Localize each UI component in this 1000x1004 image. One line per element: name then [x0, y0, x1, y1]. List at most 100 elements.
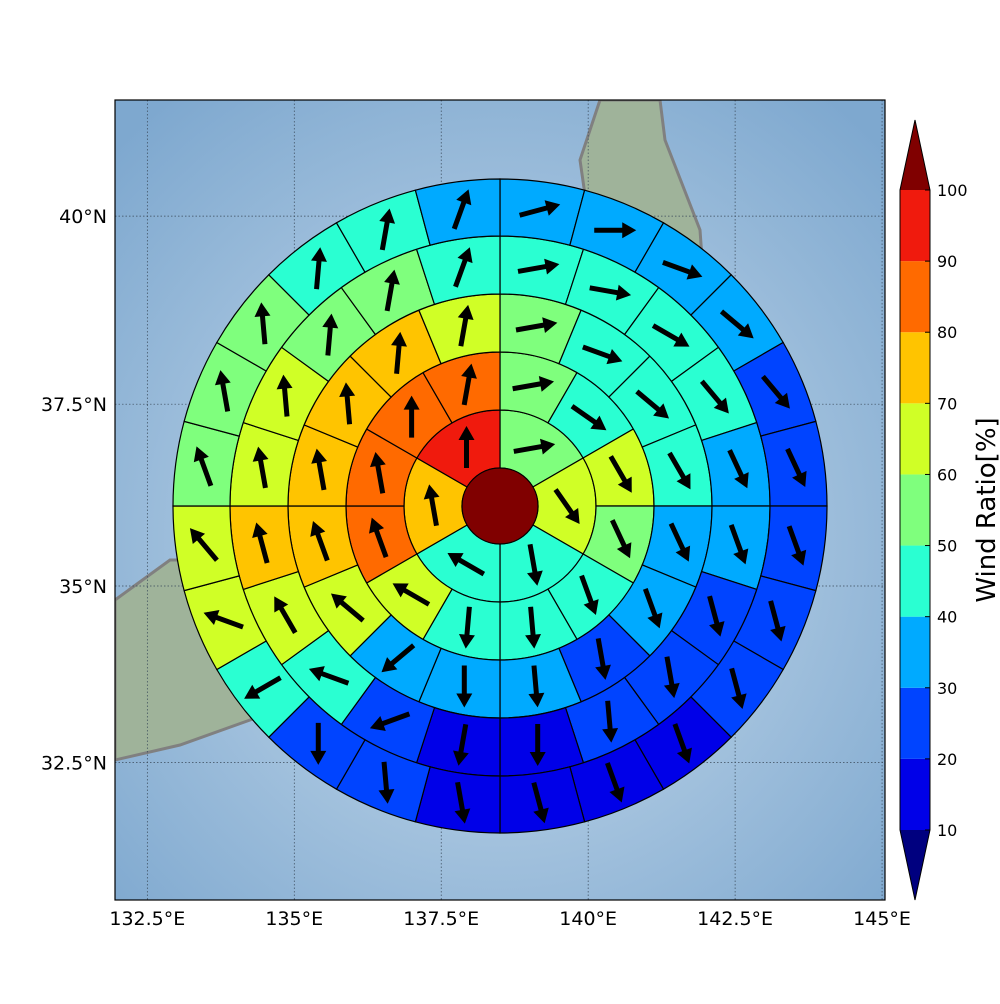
- arrow-shape: [515, 317, 558, 334]
- colorbar-extend-low: [900, 830, 930, 900]
- center-disk: [461, 467, 539, 545]
- colorbar-extend-high: [900, 120, 930, 190]
- arrow-shape: [252, 446, 269, 489]
- arrow-shape: [768, 600, 786, 642]
- arrow-shape: [529, 724, 546, 767]
- colorbar-tick-label: 40: [937, 608, 957, 627]
- colorbar-tick-label: 80: [937, 323, 957, 342]
- wind-arrow: [330, 593, 365, 623]
- arrow-shape: [667, 451, 691, 490]
- arrow-shape: [456, 665, 473, 708]
- arrow-shape: [423, 484, 440, 527]
- arrow-shape: [513, 438, 556, 455]
- wind-arrow: [727, 449, 749, 489]
- wind-arrow: [322, 313, 339, 356]
- arrow-shape: [311, 247, 327, 290]
- arrow-shape: [761, 374, 790, 409]
- wind-arrow: [608, 455, 632, 493]
- sectors: [172, 178, 828, 834]
- wind-arrow: [595, 638, 611, 680]
- colorbar-band: [900, 474, 930, 546]
- arrow-shape: [454, 781, 471, 824]
- arrow-shape: [525, 606, 542, 649]
- wind-arrow: [244, 675, 282, 699]
- arrow-shape: [589, 284, 632, 301]
- arrow-shape: [379, 208, 396, 251]
- wind-arrow: [651, 323, 690, 347]
- y-tick-label: 32.5°N: [41, 752, 107, 774]
- y-tick-label: 37.5°N: [41, 394, 107, 416]
- wind-arrow: [369, 711, 411, 731]
- wind-arrow: [663, 656, 680, 699]
- colorbar-tick-label: 70: [937, 394, 957, 413]
- arrow-shape: [274, 596, 298, 634]
- arrow-shape: [518, 200, 561, 218]
- arrow-shape: [594, 222, 637, 239]
- wind-arrow: [403, 395, 420, 438]
- arrow-shape: [214, 370, 231, 412]
- wind-arrow: [369, 517, 389, 559]
- wind-arrow: [189, 528, 219, 562]
- wind-arrow: [728, 524, 749, 565]
- arrow-shape: [308, 666, 350, 686]
- arrow-shape: [528, 665, 545, 708]
- wind-arrow: [311, 247, 327, 290]
- arrow-shape: [570, 404, 607, 431]
- x-tick-label: 140°E: [559, 908, 617, 930]
- wind-arrow: [517, 258, 560, 275]
- wind-arrow: [203, 609, 244, 630]
- wind-arrow: [453, 723, 469, 766]
- wind-arrow: [719, 309, 754, 339]
- colorbar-band: [900, 545, 930, 617]
- wind-arrow: [384, 269, 400, 312]
- wind-arrow: [594, 222, 637, 239]
- wind-arrow: [610, 519, 632, 559]
- y-tick-label: 40°N: [59, 206, 107, 228]
- wind-arrow: [423, 484, 440, 527]
- wind-arrow: [252, 522, 270, 564]
- wind-arrow: [254, 302, 271, 345]
- wind-arrow: [518, 200, 561, 218]
- arrow-shape: [668, 522, 691, 562]
- wind-arrow: [391, 331, 407, 374]
- wind-arrow: [512, 375, 555, 392]
- colorbar-band: [900, 403, 930, 475]
- arrow-shape: [392, 583, 431, 607]
- arrow-shape: [310, 722, 327, 765]
- wind-arrow: [582, 344, 623, 365]
- arrow-shape: [447, 553, 486, 577]
- arrow-shape: [458, 606, 475, 649]
- wind-arrow: [458, 606, 475, 649]
- arrow-shape: [582, 344, 623, 365]
- colorbar-band: [900, 758, 930, 830]
- wind-arrow: [672, 723, 692, 764]
- arrow-shape: [635, 389, 670, 419]
- colorbar-tick-label: 20: [937, 750, 957, 769]
- wind-arrow: [528, 665, 545, 708]
- colorbar-tick-label: 90: [937, 252, 957, 271]
- colorbar-tick-label: 50: [937, 537, 957, 556]
- wind-arrow: [276, 374, 293, 417]
- wind-arrow: [515, 317, 558, 334]
- arrow-shape: [451, 189, 472, 230]
- wind-arrow: [311, 448, 328, 491]
- arrow-shape: [672, 723, 692, 764]
- wind-arrow: [525, 606, 542, 649]
- colorbar-band: [900, 261, 930, 333]
- wind-arrow: [529, 724, 546, 767]
- colorbar-tick-label: 100: [937, 181, 968, 200]
- wind-arrow: [378, 761, 395, 804]
- wind-arrow: [381, 643, 416, 673]
- wind-arrow: [768, 600, 786, 642]
- wind-arrow: [579, 574, 599, 616]
- y-tick-label: 35°N: [59, 576, 107, 598]
- wind-arrow: [453, 247, 473, 288]
- wind-arrow: [785, 447, 807, 487]
- arrow-shape: [527, 543, 543, 586]
- arrow-shape: [531, 781, 549, 824]
- arrow-shape: [553, 488, 580, 525]
- wind-arrow: [667, 451, 691, 490]
- map-frame: [114, 99, 886, 901]
- wind-arrow: [513, 438, 556, 455]
- wind-arrow: [668, 522, 691, 562]
